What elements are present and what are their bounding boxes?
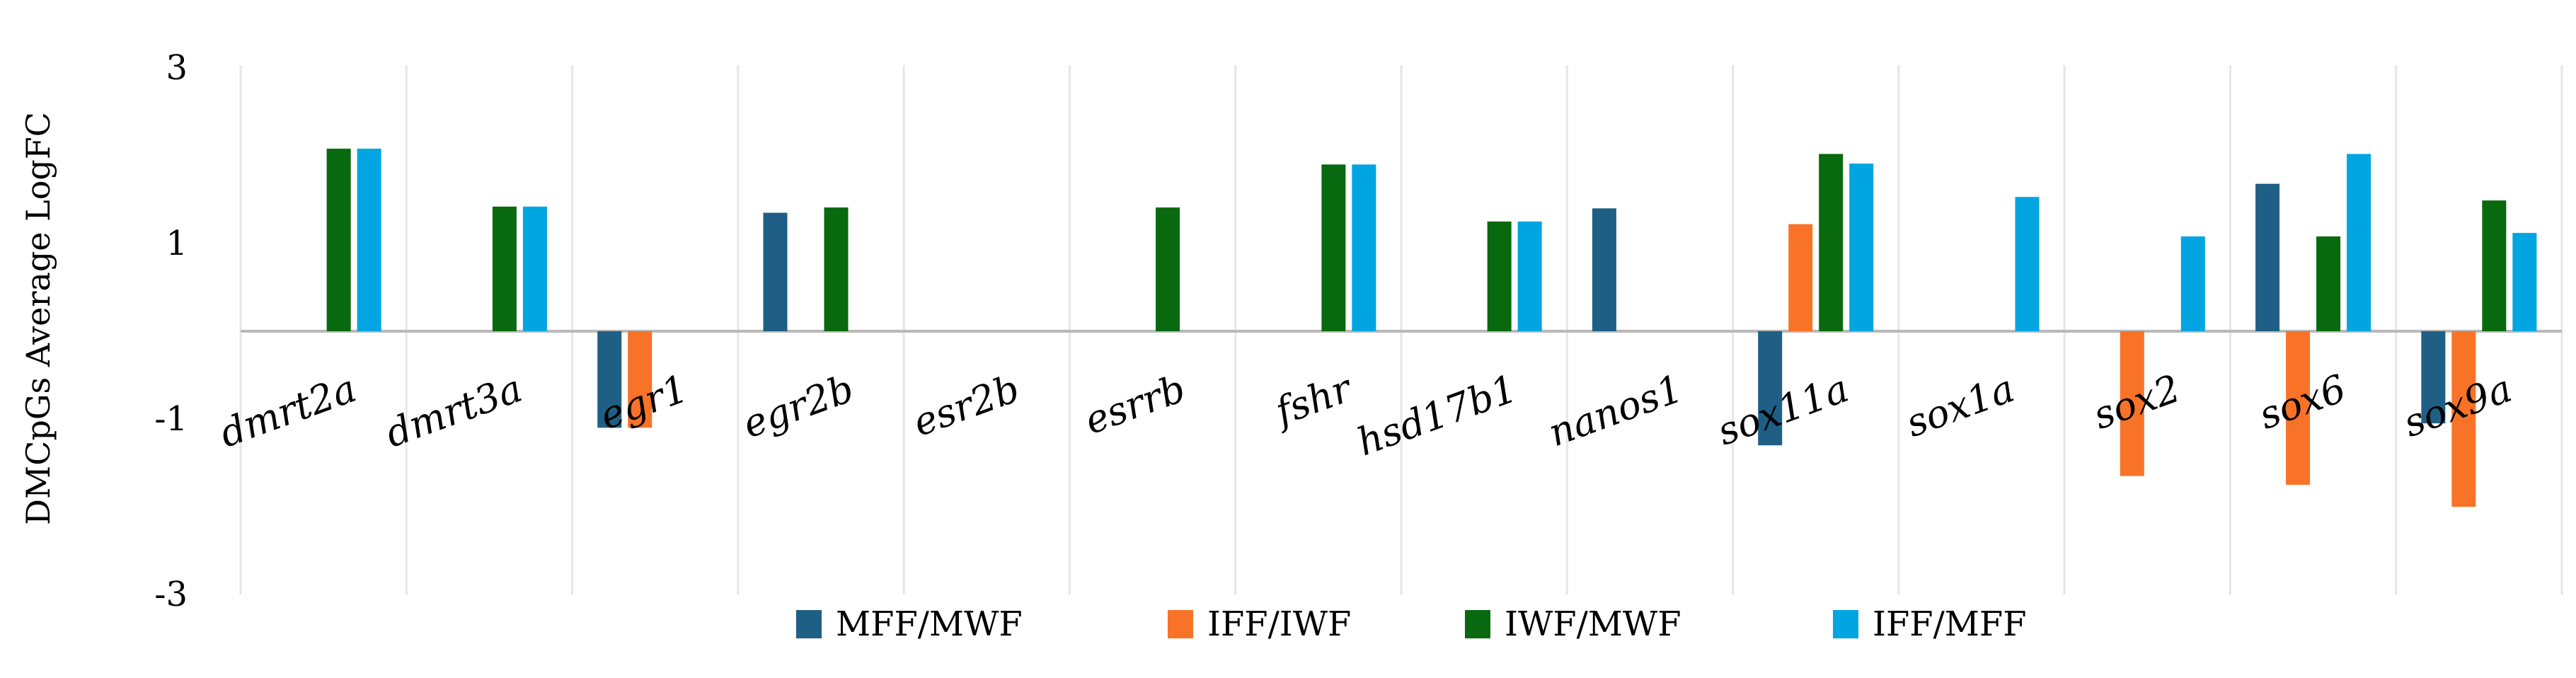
legend-item-iff-mff: IFF/MFF: [1833, 604, 2027, 644]
bar-sox9a-iff-mff: [2512, 233, 2537, 331]
legend-label: IFF/IWF: [1207, 604, 1351, 644]
bar-esrrb-iwf-mwf: [1156, 207, 1180, 331]
bar-egr1-mff-mwf: [597, 331, 622, 428]
x-tick-label-egr2b: egr2b: [737, 366, 859, 447]
bar-dmrt2a-iff-mff: [357, 149, 381, 331]
bar-nanos1-mff-mwf: [1592, 208, 1616, 331]
bar-sox6-mff-mwf: [2255, 183, 2280, 331]
legend-swatch: [1168, 610, 1193, 638]
bar-sox11a-iwf-mwf: [1819, 154, 1844, 331]
bar-sox9a-mff-mwf: [2421, 331, 2446, 424]
bar-sox1a-iff-mff: [2015, 197, 2040, 331]
legend-label: IWF/MWF: [1505, 604, 1681, 644]
x-tick-label-esrrb: esrrb: [1079, 366, 1191, 443]
x-tick-label-hsd17b1: hsd17b1: [1351, 366, 1522, 464]
legend-swatch: [1465, 610, 1490, 638]
bar-sox11a-iff-mff: [1849, 163, 1874, 331]
bar-egr1-iff-iwf: [628, 331, 652, 428]
x-tick-label-dmrt3a: dmrt3a: [380, 366, 528, 456]
y-tick-label: 3: [166, 48, 188, 88]
x-axis-category-labels: dmrt2a dmrt3a egr1 egr2b esr2b esrrb fshrhsd17…: [214, 365, 2517, 465]
y-tick-label: 1: [166, 224, 188, 263]
legend-swatch: [1833, 610, 1858, 638]
x-tick-label-esr2b: esr2b: [907, 366, 1025, 445]
bar-fshr-iwf-mwf: [1321, 164, 1346, 331]
bar-dmrt2a-iwf-mwf: [326, 149, 351, 331]
bar-egr2b-mff-mwf: [763, 212, 788, 331]
bar-sox6-iff-mff: [2347, 154, 2371, 331]
legend-item-iff-iwf: IFF/IWF: [1168, 604, 1351, 644]
legend-label: MFF/MWF: [836, 604, 1023, 644]
legend-swatch: [796, 610, 822, 638]
bar-sox11a-iff-iwf: [1788, 224, 1813, 331]
y-axis-label: DMCpGs Average LogFC: [19, 112, 57, 525]
bar-sox2-iff-iwf: [2120, 331, 2144, 476]
legend: MFF/MWF IFF/IWF IWF/MWF IFF/MFF: [796, 604, 2027, 644]
x-tick-label-sox1a: sox1a: [1900, 366, 2020, 446]
bars: [326, 149, 2537, 507]
bar-egr2b-iwf-mwf: [824, 207, 849, 331]
y-tick-label: -3: [154, 575, 188, 614]
bar-sox9a-iff-iwf: [2451, 331, 2476, 507]
bar-sox6-iff-iwf: [2286, 331, 2311, 485]
legend-item-iwf-mwf: IWF/MWF: [1465, 604, 1681, 644]
x-tick-label-fshr: fshr: [1267, 365, 1359, 435]
bar-fshr-iff-mff: [1352, 164, 1376, 331]
bar-sox6-iwf-mwf: [2316, 236, 2341, 331]
bar-dmrt3a-iff-mff: [522, 206, 547, 331]
bar-dmrt3a-iwf-mwf: [492, 206, 517, 331]
legend-label: IFF/MFF: [1873, 604, 2027, 644]
x-tick-label-dmrt2a: dmrt2a: [214, 366, 362, 456]
bar-hsd17b1-iff-mff: [1517, 222, 1542, 331]
y-tick-label: -1: [154, 399, 188, 439]
bar-sox9a-iwf-mwf: [2482, 200, 2507, 331]
bar-sox2-iff-mff: [2180, 236, 2205, 331]
x-tick-label-nanos1: nanos1: [1543, 366, 1689, 455]
legend-item-mff-mwf: MFF/MWF: [796, 604, 1023, 644]
bar-sox11a-mff-mwf: [1758, 331, 1783, 446]
y-axis-ticks: 3 1 -1 -3: [154, 48, 188, 614]
bar-hsd17b1-iwf-mwf: [1487, 222, 1512, 331]
